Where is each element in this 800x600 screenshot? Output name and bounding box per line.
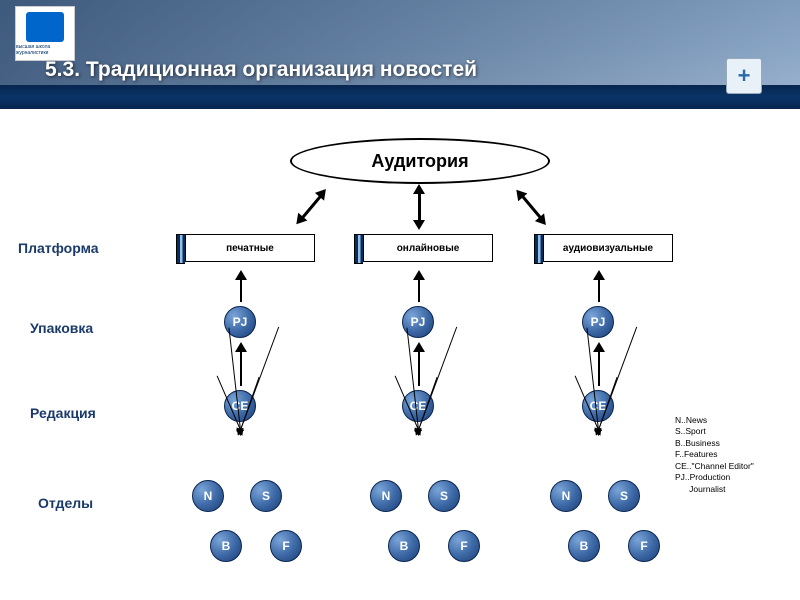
node-b-1: B xyxy=(388,530,420,562)
logo-text: высшая школа журналистики xyxy=(16,44,74,56)
platform-box-1: онлайновые xyxy=(363,234,493,262)
legend-f: F..Features xyxy=(675,449,754,460)
platform-box-0: печатные xyxy=(185,234,315,262)
arrow-pj-platform-2 xyxy=(598,278,600,302)
node-s-0: S xyxy=(250,480,282,512)
node-f-0: F xyxy=(270,530,302,562)
label-platform: Платформа xyxy=(18,240,99,256)
legend: N..News S..Sport B..Business F..Features… xyxy=(675,415,754,495)
label-departments: Отделы xyxy=(38,495,93,511)
node-b-0: B xyxy=(210,530,242,562)
logo: высшая школа журналистики xyxy=(15,6,75,61)
legend-ce: CE.."Channel Editor" xyxy=(675,461,754,472)
arrow-ce-pj-1 xyxy=(418,350,420,386)
arrow-audience-mid xyxy=(418,192,421,222)
legend-s: S..Sport xyxy=(675,426,754,437)
arrow-pj-platform-1 xyxy=(418,278,420,302)
node-b-2: B xyxy=(568,530,600,562)
arrow-ce-pj-2 xyxy=(598,350,600,386)
arrow-pj-platform-0 xyxy=(240,278,242,302)
label-packaging: Упаковка xyxy=(30,320,93,336)
node-s-2: S xyxy=(608,480,640,512)
legend-b: B..Business xyxy=(675,438,754,449)
node-s-1: S xyxy=(428,480,460,512)
node-f-1: F xyxy=(448,530,480,562)
label-editorial: Редакция xyxy=(30,405,96,421)
platform-box-2: аудиовизуальные xyxy=(543,234,673,262)
arrow-ce-pj-0 xyxy=(240,350,242,386)
plus-icon: + xyxy=(726,58,762,94)
node-f-2: F xyxy=(628,530,660,562)
arrow-audience-left xyxy=(301,195,323,220)
arrow-audience-right xyxy=(521,195,543,220)
node-n-0: N xyxy=(192,480,224,512)
legend-pj1: PJ..Production xyxy=(675,472,754,483)
audience-ellipse: Аудитория xyxy=(290,138,550,184)
slide-title: 5.3. Традиционная организация новостей xyxy=(45,58,477,82)
legend-n: N..News xyxy=(675,415,754,426)
node-n-1: N xyxy=(370,480,402,512)
legend-pj2: Journalist xyxy=(675,484,754,495)
logo-icon xyxy=(26,12,64,42)
status-bar xyxy=(0,85,800,109)
node-n-2: N xyxy=(550,480,582,512)
